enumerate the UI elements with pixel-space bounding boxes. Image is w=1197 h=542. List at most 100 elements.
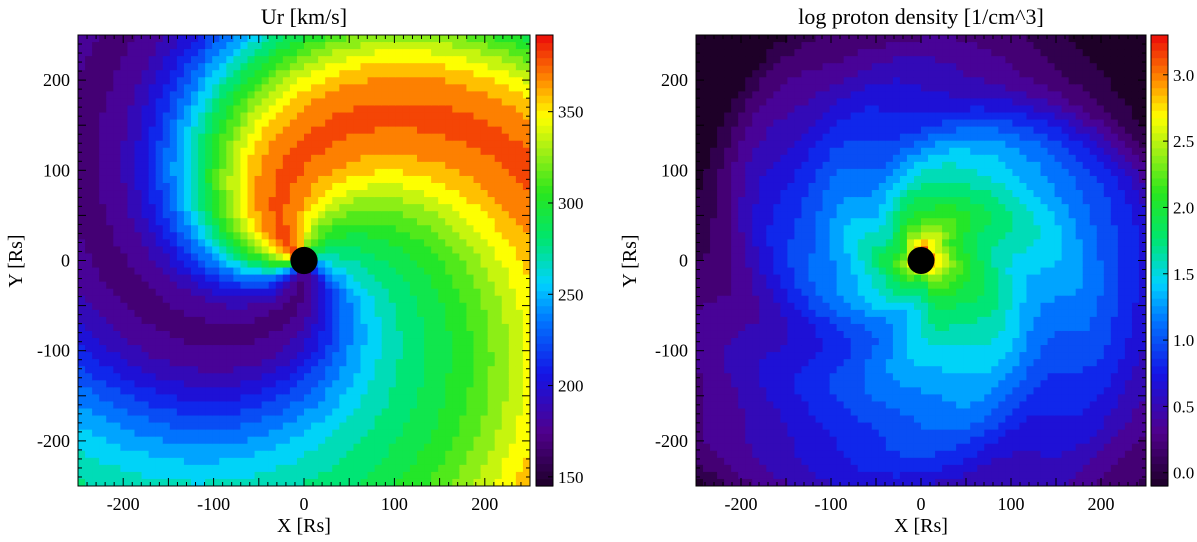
field-cell xyxy=(431,359,439,367)
field-cell xyxy=(703,91,711,100)
field-cell xyxy=(261,457,270,466)
field-cell xyxy=(78,239,86,248)
field-cell xyxy=(183,302,192,311)
field-cell xyxy=(219,119,227,128)
field-cell xyxy=(205,84,213,92)
field-cell xyxy=(311,161,319,170)
field-cell xyxy=(409,316,418,325)
field-cell xyxy=(155,112,164,121)
field-cell xyxy=(417,140,425,149)
field-cell xyxy=(106,49,114,57)
field-cell xyxy=(367,49,376,57)
field-cell xyxy=(198,450,206,459)
field-cell xyxy=(424,464,432,473)
field-cell xyxy=(738,309,746,318)
field-cell xyxy=(696,63,704,71)
field-cell xyxy=(282,246,291,255)
field-cell xyxy=(120,345,129,353)
field-cell xyxy=(85,401,93,410)
field-cell xyxy=(473,42,482,50)
field-cell xyxy=(402,330,411,339)
field-cell xyxy=(254,359,263,367)
field-cell xyxy=(494,288,503,297)
field-cell xyxy=(247,161,256,170)
field-cell xyxy=(466,380,475,388)
field-cell xyxy=(268,457,277,466)
field-cell xyxy=(141,330,150,339)
field-cell xyxy=(176,133,185,142)
field-cell xyxy=(431,366,439,374)
field-cell xyxy=(212,422,220,431)
field-cell xyxy=(296,204,305,212)
field-cell xyxy=(703,175,711,184)
field-cell xyxy=(219,77,227,85)
field-cell xyxy=(247,225,256,233)
field-cell xyxy=(219,288,227,297)
field-cell xyxy=(176,56,185,64)
field-cell xyxy=(162,225,171,233)
field-cell xyxy=(120,274,129,283)
field-cell xyxy=(261,380,270,388)
field-cell xyxy=(731,204,739,212)
field-cell xyxy=(459,443,468,452)
field-cell xyxy=(134,63,143,71)
field-cell xyxy=(501,253,510,262)
field-cell xyxy=(494,91,503,100)
field-cell xyxy=(466,133,475,142)
field-cell xyxy=(515,119,524,128)
field-cell xyxy=(409,225,418,233)
field-cell xyxy=(445,105,453,114)
field-cell xyxy=(417,70,425,78)
field-cell xyxy=(205,147,213,156)
field-cell xyxy=(254,154,263,163)
field-cell xyxy=(353,70,362,78)
field-cell xyxy=(494,182,503,191)
field-cell xyxy=(275,182,284,191)
field-cell xyxy=(452,63,460,71)
field-cell xyxy=(696,147,704,156)
field-cell xyxy=(487,260,496,269)
field-cell xyxy=(275,105,284,114)
field-cell xyxy=(452,457,460,466)
field-cell xyxy=(466,288,475,297)
field-cell xyxy=(745,274,753,283)
field-cell xyxy=(703,35,711,43)
field-cell xyxy=(78,133,86,142)
field-cell xyxy=(703,330,711,339)
field-cell xyxy=(445,345,453,353)
field-cell xyxy=(282,182,291,191)
field-cell xyxy=(501,70,510,78)
colorbar-band xyxy=(536,252,553,262)
field-cell xyxy=(703,63,711,71)
field-cell xyxy=(148,133,157,142)
field-cell xyxy=(275,380,284,388)
field-cell xyxy=(445,316,453,325)
field-cell xyxy=(360,91,369,100)
field-cell xyxy=(438,345,446,353)
field-cell xyxy=(162,274,171,283)
field-cell xyxy=(402,309,411,318)
field-cell xyxy=(176,140,185,149)
field-cell xyxy=(752,84,760,92)
field-cell xyxy=(480,373,489,381)
field-cell xyxy=(120,84,129,92)
field-cell xyxy=(501,457,510,466)
field-cell xyxy=(508,422,517,431)
field-cell xyxy=(176,190,185,198)
field-cell xyxy=(85,84,93,92)
field-cell xyxy=(282,119,291,128)
field-cell xyxy=(522,450,530,459)
field-cell xyxy=(183,112,192,121)
field-cell xyxy=(205,352,213,360)
field-cell xyxy=(169,154,178,163)
field-cell xyxy=(311,105,319,114)
field-cell xyxy=(240,56,249,64)
field-cell xyxy=(198,464,206,473)
field-cell xyxy=(353,239,362,248)
field-cell xyxy=(417,338,425,346)
field-cell xyxy=(494,295,503,304)
field-cell xyxy=(487,323,496,332)
field-cell xyxy=(381,330,390,339)
field-cell xyxy=(113,274,121,283)
field-cell xyxy=(473,133,482,142)
